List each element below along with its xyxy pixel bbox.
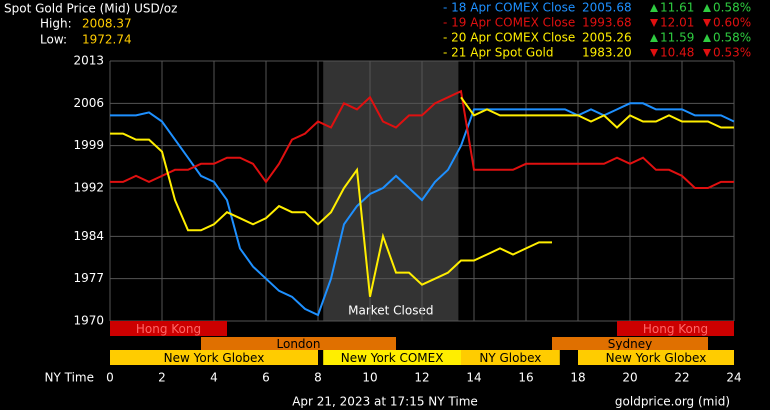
high-value: 2008.37 [82,17,132,31]
legend-change-pct: 0.53% [713,46,751,60]
legend-change-pct: 0.58% [713,31,751,45]
y-tick-label: 1999 [73,138,104,152]
legend-change-pct: 0.58% [713,1,751,15]
source: goldprice.org (mid) [615,395,730,409]
change-arrow [703,4,711,12]
high-label: High: [40,17,72,31]
session-label: Sydney [608,337,652,351]
low-label: Low: [40,33,67,47]
change-arrow [650,34,658,42]
session-label: Hong Kong [643,322,708,336]
price-line [110,102,735,317]
legend-close: 2005.68 [582,1,632,15]
session-bar [110,350,318,365]
x-tick-label: 10 [362,371,377,385]
legend-change: 10.48 [660,46,694,60]
session-bar [323,350,461,365]
change-arrow [650,19,658,27]
change-arrow [703,19,711,27]
legend-close: 2005.26 [582,31,632,45]
change-arrow [650,4,658,12]
x-tick-label: 16 [518,371,533,385]
y-tick-label: 1970 [73,314,104,328]
y-tick-label: 1992 [73,180,104,194]
x-tick-label: 14 [466,371,481,385]
x-tick-label: 22 [674,371,689,385]
price-line [110,89,734,189]
session-label: NY Globex [479,351,541,365]
session-label: London [277,337,321,351]
x-tick-label: 4 [210,371,218,385]
y-tick-label: 1984 [73,229,104,243]
x-axis-label: NY Time [45,371,95,385]
low-value: 1972.74 [82,33,132,47]
x-tick-label: 0 [106,371,114,385]
session-bar [552,337,708,350]
y-tick-label: 1977 [73,271,104,285]
price-line [460,96,734,129]
y-tick-label: 2013 [73,54,104,68]
y-tick-label: 2006 [73,96,104,110]
x-tick-label: 8 [314,371,322,385]
x-tick-label: 12 [414,371,429,385]
session-bar [201,337,396,350]
session-bar [110,321,227,336]
change-arrow [703,49,711,57]
legend-change-pct: 0.60% [713,16,751,30]
legend-name: - 20 Apr COMEX Close [443,31,575,45]
session-bar [578,350,734,365]
footer: Apr 21, 2023 at 17:15 NY Time [292,395,478,409]
x-tick-label: 2 [158,371,166,385]
chart-title: Spot Gold Price (Mid) USD/oz [4,2,177,16]
change-arrow [703,34,711,42]
session-label: New York COMEX [341,351,444,365]
session-label: New York Globex [606,351,707,365]
x-tick-label: 18 [570,371,585,385]
change-arrow [650,49,658,57]
x-tick-label: 24 [726,371,741,385]
session-label: New York Globex [164,351,265,365]
x-tick-label: 6 [262,371,270,385]
legend-name: - 19 Apr COMEX Close [443,16,575,30]
legend-change: 12.01 [660,16,694,30]
session-bar [461,350,560,365]
legend-close: 1993.68 [582,16,632,30]
price-line [110,132,552,298]
session-bar [617,321,734,336]
session-label: Hong Kong [136,322,201,336]
legend-name: - 18 Apr COMEX Close [443,1,575,15]
legend-change: 11.59 [660,31,694,45]
x-tick-label: 20 [622,371,637,385]
legend-name: - 21 Apr Spot Gold [443,46,554,60]
legend-change: 11.61 [660,1,694,15]
legend-close: 1983.20 [582,46,632,60]
closed-label: Market Closed [348,304,433,318]
